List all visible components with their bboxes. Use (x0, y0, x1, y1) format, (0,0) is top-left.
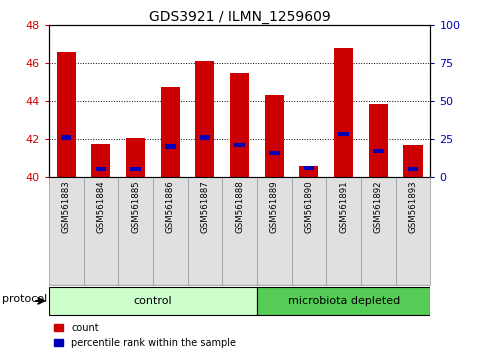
Bar (161, 87, 180, 177)
Bar (83, 177, 118, 285)
Text: GSM561887: GSM561887 (200, 180, 209, 233)
Bar (234, 143, 244, 147)
Bar (368, 104, 387, 177)
Bar (338, 132, 348, 137)
Bar (395, 177, 429, 285)
Bar (49, 177, 83, 285)
Bar (153, 177, 187, 285)
Text: GSM561883: GSM561883 (61, 180, 71, 233)
Bar (61, 135, 71, 139)
Text: protocol: protocol (2, 294, 48, 304)
Text: GSM561885: GSM561885 (131, 180, 140, 233)
Bar (333, 48, 352, 177)
Bar (187, 177, 222, 285)
Text: GSM561893: GSM561893 (407, 180, 417, 233)
Bar (325, 177, 360, 285)
Bar (264, 95, 283, 177)
Bar (407, 167, 417, 171)
Bar (303, 166, 314, 170)
Text: GSM561888: GSM561888 (235, 180, 244, 233)
Bar (195, 61, 214, 177)
Bar (164, 144, 175, 149)
Text: GSM561889: GSM561889 (269, 180, 278, 233)
Bar (299, 166, 318, 177)
Bar (130, 167, 141, 171)
Bar (57, 52, 76, 177)
Text: GSM561892: GSM561892 (373, 180, 382, 233)
Text: GSM561884: GSM561884 (96, 180, 105, 233)
Bar (118, 177, 153, 285)
Text: GSM561891: GSM561891 (339, 180, 347, 233)
Bar (49, 287, 256, 315)
Bar (199, 135, 210, 139)
Legend: count, percentile rank within the sample: count, percentile rank within the sample (54, 323, 236, 348)
Text: GSM561886: GSM561886 (165, 180, 174, 233)
Bar (291, 177, 325, 285)
Text: control: control (133, 296, 172, 306)
Bar (256, 177, 291, 285)
Bar (403, 145, 422, 177)
Bar (222, 177, 256, 285)
Bar (91, 144, 110, 177)
Bar (126, 138, 145, 177)
Bar (268, 150, 279, 155)
Bar (372, 149, 383, 153)
Bar (360, 177, 395, 285)
Bar (256, 287, 429, 315)
Text: microbiota depleted: microbiota depleted (287, 296, 399, 306)
Text: GSM561890: GSM561890 (304, 180, 313, 233)
Bar (96, 167, 106, 171)
Title: GDS3921 / ILMN_1259609: GDS3921 / ILMN_1259609 (148, 10, 330, 24)
Bar (230, 73, 249, 177)
